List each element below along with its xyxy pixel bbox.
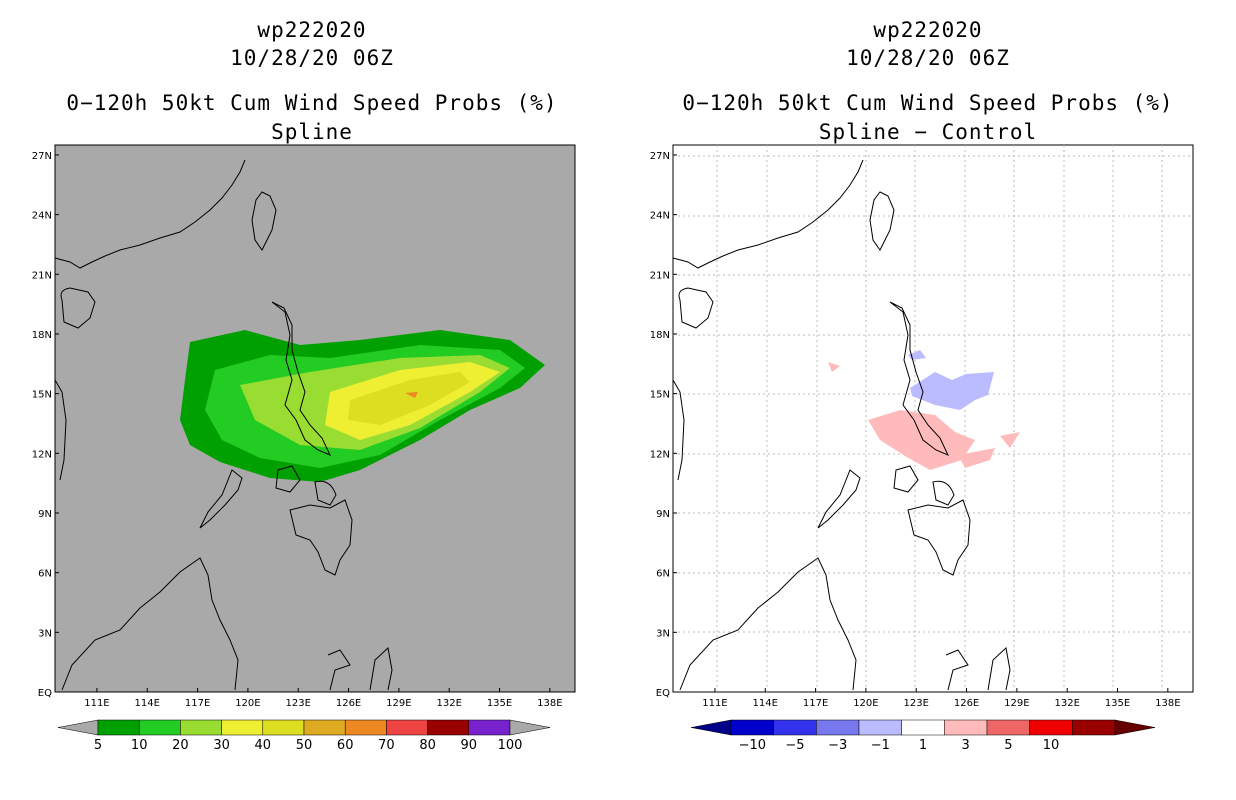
right-gridlines (673, 145, 1193, 692)
y-tick-label: 15N (650, 390, 670, 401)
y-tick-label: 6N (656, 569, 670, 580)
colorbar-label: 20 (172, 738, 189, 753)
left-subtitle: Spline (271, 120, 353, 144)
x-tick-label: 111E (702, 698, 727, 709)
colorbar-right-arrow (509, 719, 551, 736)
colorbar-label: −3 (828, 738, 847, 753)
x-tick-label: 129E (386, 698, 411, 709)
right-title: 0−120h 50kt Cum Wind Speed Probs (%) (682, 91, 1174, 115)
y-tick-label: 15N (32, 390, 52, 401)
colorbar-swatch (221, 719, 264, 736)
y-tick-label: 27N (32, 151, 52, 162)
y-tick-label: 24N (32, 211, 52, 222)
colorbar-label: 60 (337, 738, 354, 753)
colorbar-left-arrow (690, 719, 732, 736)
x-tick-label: 117E (185, 698, 210, 709)
x-tick-label: 135E (487, 698, 512, 709)
colorbar-swatch (262, 719, 305, 736)
y-tick-label: 3N (656, 628, 670, 639)
colorbar-swatch (858, 719, 902, 736)
y-tick-label: 24N (650, 211, 670, 222)
colorbar-swatch (97, 719, 140, 736)
x-tick-label: 123E (904, 698, 929, 709)
colorbar-label: 70 (378, 738, 395, 753)
colorbar-swatch (1029, 719, 1073, 736)
x-tick-label: 132E (436, 698, 461, 709)
x-tick-label: 114E (135, 698, 160, 709)
colorbar-label: 3 (962, 738, 970, 753)
colorbar-swatch (816, 719, 860, 736)
axis-tick-labels: 111E 114E 117E 120E 123E 126E 129E 132E 135E 138E… (32, 151, 1181, 709)
y-tick-label: 21N (650, 270, 670, 281)
right-colorbar: −10 −5 −3 −1 1 3 5 10 (690, 719, 1156, 753)
y-tick-label: 12N (650, 449, 670, 460)
colorbar-right-arrow (1114, 719, 1156, 736)
x-tick-label: 135E (1105, 698, 1130, 709)
colorbar-label: 30 (213, 738, 230, 753)
right-subtitle: Spline − Control (818, 120, 1038, 144)
y-tick-label: EQ (38, 688, 52, 699)
colorbar-swatch (180, 719, 222, 736)
y-tick-label: 12N (32, 449, 52, 460)
right-datetime: 10/28/20 06Z (846, 46, 1010, 70)
colorbar-left-arrow (57, 719, 99, 736)
y-tick-label: 18N (32, 330, 52, 341)
colorbar-swatch (303, 719, 346, 736)
colorbar-swatch (344, 719, 387, 736)
x-tick-label: 138E (537, 698, 562, 709)
right-storm-id: wp222020 (873, 18, 983, 42)
left-colorbar: 5 10 20 30 40 50 60 70 80 90 100 (57, 719, 551, 753)
colorbar-label: 5 (94, 738, 102, 753)
colorbar-swatch (1072, 719, 1116, 736)
colorbar-swatch (986, 719, 1030, 736)
colorbar-swatch (730, 719, 774, 736)
colorbar-label: 10 (131, 738, 148, 753)
colorbar-swatch (468, 719, 511, 736)
colorbar-label: 10 (1043, 738, 1060, 753)
colorbar-label: 1 (919, 738, 927, 753)
colorbar-label: 100 (498, 738, 523, 753)
left-storm-id: wp222020 (257, 18, 367, 42)
y-tick-label: 9N (38, 509, 52, 520)
colorbar-label: −1 (871, 738, 890, 753)
colorbar-swatch (386, 719, 428, 736)
colorbar-label: 5 (1004, 738, 1012, 753)
colorbar-swatch (427, 719, 470, 736)
y-tick-label: 9N (656, 509, 670, 520)
colorbar-label: 90 (461, 738, 478, 753)
x-tick-label: 120E (235, 698, 260, 709)
x-tick-label: 117E (803, 698, 828, 709)
colorbar-swatch (901, 719, 945, 736)
x-tick-label: 120E (853, 698, 878, 709)
colorbar-label: 80 (419, 738, 436, 753)
x-tick-label: 123E (286, 698, 311, 709)
y-tick-label: EQ (656, 688, 670, 699)
colorbar-label: 40 (255, 738, 272, 753)
colorbar-swatch (773, 719, 817, 736)
y-tick-label: 6N (38, 569, 52, 580)
y-tick-label: 21N (32, 270, 52, 281)
left-title: 0−120h 50kt Cum Wind Speed Probs (%) (66, 91, 558, 115)
colorbar-label: −10 (739, 738, 766, 753)
y-tick-label: 18N (650, 330, 670, 341)
colorbar-label: 50 (296, 738, 313, 753)
x-tick-label: 126E (954, 698, 979, 709)
colorbar-swatch (944, 719, 988, 736)
colorbar-swatch (138, 719, 181, 736)
y-tick-label: 27N (650, 151, 670, 162)
colorbar-label: −5 (785, 738, 804, 753)
x-tick-label: 129E (1004, 698, 1029, 709)
x-tick-label: 126E (336, 698, 361, 709)
x-tick-label: 138E (1155, 698, 1180, 709)
x-tick-label: 114E (753, 698, 778, 709)
x-tick-label: 132E (1054, 698, 1079, 709)
left-probability-contours (180, 330, 545, 482)
left-datetime: 10/28/20 06Z (230, 46, 394, 70)
y-tick-label: 3N (38, 628, 52, 639)
x-tick-label: 111E (84, 698, 109, 709)
